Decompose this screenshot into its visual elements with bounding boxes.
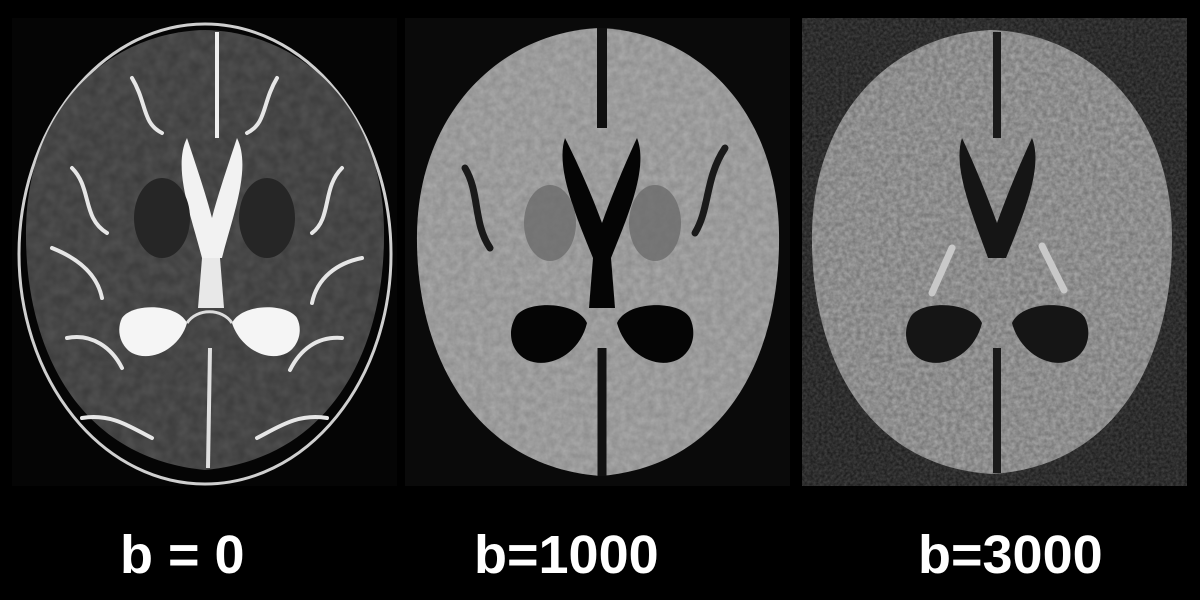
lateral-ventricles <box>181 138 243 258</box>
occipital-horn-left <box>511 305 587 363</box>
sylvian-fissures <box>461 144 729 252</box>
brain-slice-b3000 <box>802 18 1187 486</box>
sulci <box>50 76 364 440</box>
occipital-horn-right <box>617 305 694 363</box>
occipital-horn-right <box>1012 305 1089 363</box>
occipital-horn-right <box>232 307 300 357</box>
mri-panel-b3000 <box>802 18 1187 486</box>
brain-slice-b1000 <box>416 28 780 476</box>
mri-panel-b0 <box>12 18 397 486</box>
mri-panel-b1000 <box>405 18 790 486</box>
occipital-horn-left <box>906 305 982 363</box>
brain-slice-b0 <box>17 22 393 486</box>
b-value-label-0: b = 0 <box>120 525 245 585</box>
skull-outline <box>17 22 393 486</box>
lateral-ventricles <box>959 138 1036 258</box>
b-value-label-3000: b=3000 <box>918 525 1103 585</box>
lateral-ventricles <box>562 138 641 258</box>
b-value-label-1000: b=1000 <box>474 525 659 585</box>
internal-capsule-left <box>928 244 956 297</box>
internal-capsule-right <box>1038 242 1068 294</box>
occipital-horn-left <box>119 307 187 357</box>
